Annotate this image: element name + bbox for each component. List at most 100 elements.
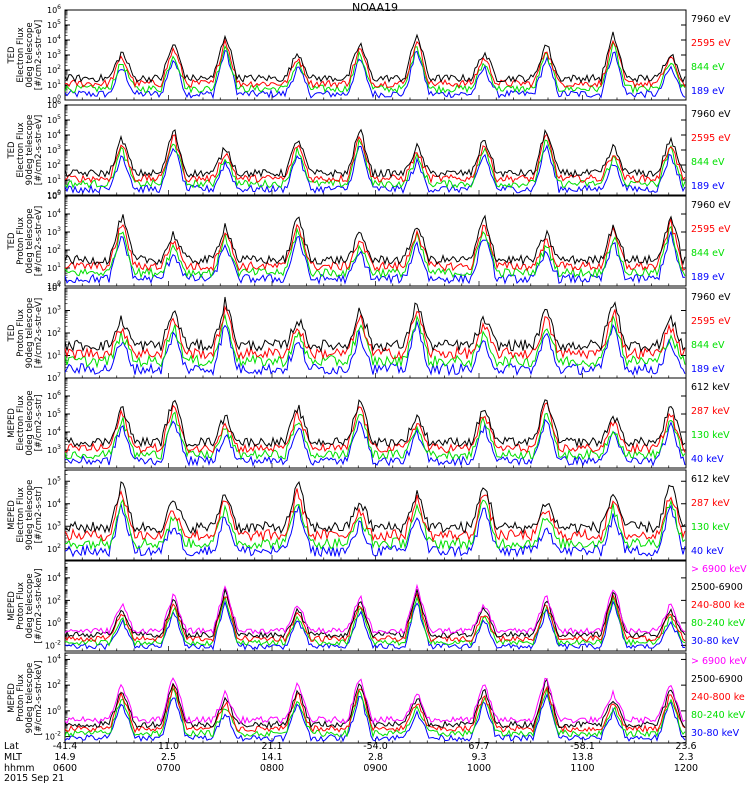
series-trace: [65, 587, 686, 639]
series-trace: [65, 503, 686, 558]
footer-row-label: 2015 Sep 21: [4, 773, 64, 784]
footer-mlt-value: 13.8: [572, 752, 593, 763]
y-tick-label: 105: [47, 408, 61, 419]
footer-mlt-value: 2.3: [678, 752, 693, 763]
footer-mlt-value: 9.3: [471, 752, 486, 763]
series-trace: [65, 488, 686, 543]
panel-frame: [64, 287, 687, 379]
y-tick-label: 104: [47, 208, 61, 219]
legend-label: 7960 eV: [691, 200, 731, 211]
legend-label: 844 eV: [691, 62, 725, 73]
legend-label: 844 eV: [691, 157, 725, 168]
legend-label: 30-80 keV: [691, 636, 740, 647]
y-tick-label: 106: [47, 99, 61, 110]
legend-label: > 6900 keV: [691, 656, 747, 667]
footer-hhmm-value: 0900: [363, 763, 387, 774]
footer-mlt-value: 14.9: [54, 752, 75, 763]
legend-label: 30-80 keV: [691, 728, 740, 739]
footer-hhmm-value: 0800: [260, 763, 284, 774]
y-axis-label: TEDElectron Flux0deg telescope[#/cm2-s-s…: [7, 20, 44, 90]
series-trace: [65, 218, 686, 272]
y-axis-label: MEPEDProton Flux90deg telescope[#/cm2-s-…: [7, 661, 44, 736]
series-trace: [65, 600, 686, 651]
footer-lat-value: 21.1: [261, 741, 282, 752]
footer-lat-value: 11.0: [158, 741, 179, 752]
data-traces: [65, 128, 686, 195]
y-tick-label: 102: [47, 679, 61, 690]
legend-label: 2595 eV: [691, 224, 731, 235]
legend-label: 189 eV: [691, 181, 725, 192]
y-tick-label: 100: [47, 617, 61, 628]
legend-label: 2595 eV: [691, 38, 731, 49]
y-tick-label: 102: [47, 244, 61, 255]
y-tick-label: 104: [47, 653, 61, 664]
y-tick-label: 100: [47, 94, 61, 105]
y-tick-label: 106: [47, 390, 61, 401]
series-trace: [65, 128, 686, 179]
series-trace: [65, 595, 686, 647]
y-tick-label: 104: [47, 572, 61, 583]
y-tick-label: 10-2: [45, 731, 61, 742]
y-tick-label: 100: [47, 705, 61, 716]
series-trace: [65, 399, 686, 449]
y-tick-label: 104: [47, 426, 61, 437]
series-trace: [65, 411, 686, 461]
footer-lat-value: -54.0: [363, 741, 388, 752]
panel-frame: [64, 652, 687, 744]
footer-hhmm-value: 1200: [674, 763, 698, 774]
series-trace: [65, 677, 686, 725]
panel-frame: [64, 469, 687, 561]
series-trace: [65, 480, 686, 535]
y-tick-label: 105: [47, 114, 61, 125]
y-tick-label: 104: [47, 498, 61, 509]
series-trace: [65, 402, 686, 455]
footer-mlt-value: 2.8: [368, 752, 383, 763]
y-tick-label: 104: [47, 282, 61, 293]
y-tick-label: 101: [47, 262, 61, 273]
series-trace: [65, 313, 686, 369]
series-trace: [65, 133, 686, 184]
series-trace: [65, 49, 686, 100]
legend-label: 130 keV: [691, 522, 730, 533]
footer-lat-value: 67.7: [468, 741, 489, 752]
y-tick-label: 102: [47, 159, 61, 170]
y-tick-label: 102: [47, 327, 61, 338]
series-trace: [65, 677, 686, 730]
series-trace: [65, 231, 686, 285]
series-trace: [65, 498, 686, 551]
y-tick-label: 101: [47, 174, 61, 185]
y-tick-label: 103: [47, 49, 61, 60]
legend-label: 2595 eV: [691, 133, 731, 144]
footer-mlt-value: 2.5: [161, 752, 176, 763]
y-tick-label: 103: [47, 444, 61, 455]
y-axis-label: TEDProton Flux90deg telescope[#/cm2-s-st…: [7, 298, 44, 369]
y-axis-label: TEDProton Flux0deg telescope[#/cm2-s-str…: [7, 206, 44, 276]
series-trace: [65, 296, 686, 353]
data-traces: [65, 677, 686, 743]
series-trace: [65, 31, 686, 84]
y-tick-label: 106: [47, 4, 61, 15]
series-trace: [65, 583, 686, 636]
chart-title: NOAA19: [351, 1, 399, 14]
legend-label: 844 eV: [691, 340, 725, 351]
y-tick-label: 103: [47, 226, 61, 237]
panel-frame: [64, 377, 687, 469]
data-traces: [65, 480, 686, 558]
footer-lat-value: -58.1: [570, 741, 595, 752]
y-tick-label: 101: [47, 350, 61, 361]
data-traces: [65, 31, 686, 100]
legend-label: 2500-6900: [691, 674, 743, 685]
y-axis-label: MEPEDProton Flux0deg telescope[#/cm2-s-s…: [7, 569, 44, 644]
legend-label: 40 keV: [691, 454, 724, 465]
legend-label: 7960 eV: [691, 292, 731, 303]
y-tick-label: 100: [47, 189, 61, 200]
series-trace: [65, 305, 686, 361]
y-tick-label: 107: [47, 372, 61, 383]
